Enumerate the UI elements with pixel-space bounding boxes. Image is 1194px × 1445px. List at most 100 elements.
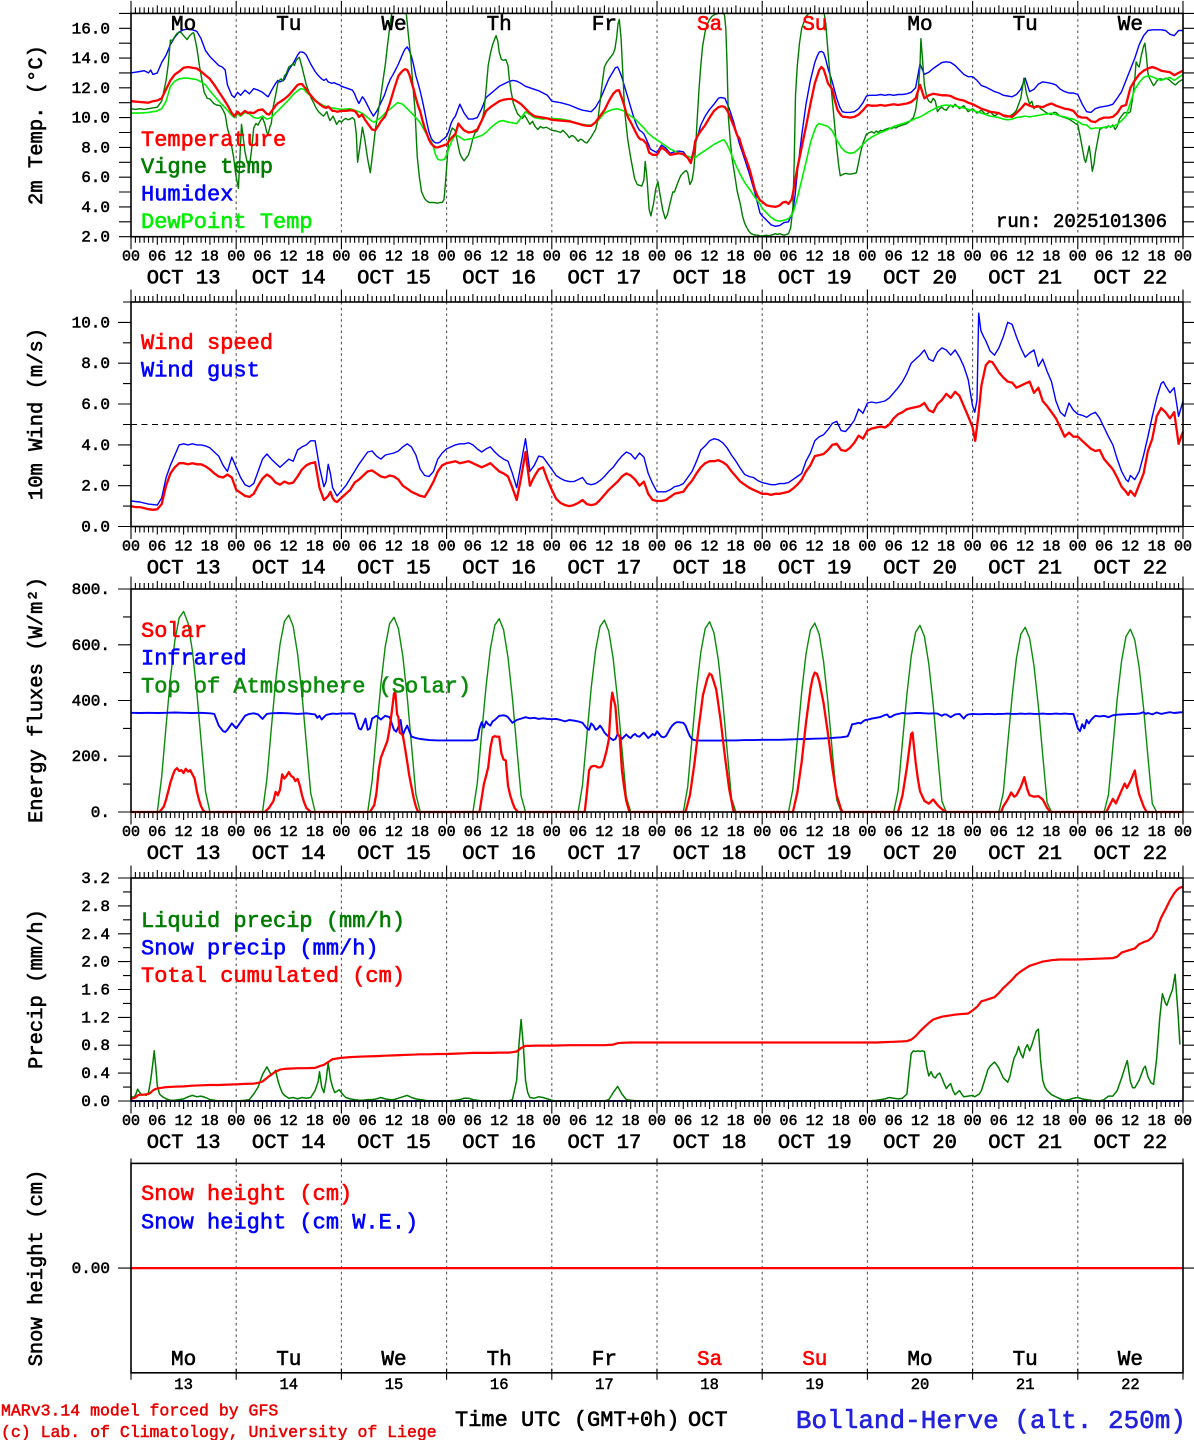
svg-text:00: 00 [1174, 1113, 1192, 1130]
svg-text:00: 00 [122, 249, 140, 266]
svg-text:12: 12 [385, 824, 403, 841]
svg-text:06: 06 [148, 1113, 166, 1130]
svg-text:18: 18 [727, 1113, 745, 1130]
svg-text:06: 06 [253, 249, 271, 266]
svg-text:18: 18 [832, 249, 850, 266]
svg-text:18: 18 [832, 1113, 850, 1130]
svg-text:We: We [1118, 1349, 1143, 1372]
svg-text:12: 12 [1121, 824, 1139, 841]
svg-text:12: 12 [490, 249, 508, 266]
svg-text:06: 06 [1095, 1113, 1113, 1130]
svg-text:00: 00 [438, 1113, 456, 1130]
svg-text:12: 12 [1016, 1113, 1034, 1130]
svg-text:06: 06 [1095, 249, 1113, 266]
svg-text:06: 06 [148, 249, 166, 266]
svg-text:Snow height (cm): Snow height (cm) [26, 1170, 49, 1367]
svg-text:00: 00 [438, 249, 456, 266]
svg-text:00: 00 [543, 539, 561, 556]
svg-text:06: 06 [990, 1113, 1008, 1130]
svg-text:12: 12 [1016, 539, 1034, 556]
svg-text:OCT 21: OCT 21 [988, 558, 1062, 581]
svg-text:18: 18 [622, 249, 640, 266]
svg-text:06: 06 [885, 1113, 903, 1130]
svg-text:14: 14 [279, 1376, 298, 1394]
svg-text:10m Wind (m/s): 10m Wind (m/s) [26, 328, 49, 500]
svg-text:00: 00 [332, 539, 350, 556]
svg-text:OCT 19: OCT 19 [778, 1132, 852, 1155]
svg-text:We: We [1118, 14, 1143, 37]
svg-text:06: 06 [464, 539, 482, 556]
svg-text:6.0: 6.0 [81, 169, 110, 187]
svg-text:OCT: OCT [688, 1408, 728, 1433]
svg-text:OCT 20: OCT 20 [883, 268, 957, 291]
svg-text:OCT 16: OCT 16 [462, 1132, 536, 1155]
svg-text:12: 12 [175, 824, 193, 841]
svg-text:06: 06 [569, 539, 587, 556]
svg-text:OCT 18: OCT 18 [673, 558, 747, 581]
svg-text:00: 00 [227, 249, 245, 266]
svg-text:12: 12 [911, 539, 929, 556]
svg-text:400.: 400. [72, 693, 110, 711]
svg-text:Liquid precip (mm/h): Liquid precip (mm/h) [141, 909, 405, 934]
svg-text:2.0: 2.0 [81, 954, 110, 972]
svg-text:00: 00 [648, 1113, 666, 1130]
svg-text:Humidex: Humidex [141, 183, 233, 208]
svg-text:12: 12 [595, 249, 613, 266]
svg-text:Vigne temp: Vigne temp [141, 155, 273, 180]
svg-text:21: 21 [1016, 1376, 1035, 1394]
svg-text:Snow precip (mm/h): Snow precip (mm/h) [141, 937, 379, 962]
svg-text:18: 18 [1148, 249, 1166, 266]
svg-text:00: 00 [964, 824, 982, 841]
svg-text:OCT 20: OCT 20 [883, 843, 957, 866]
svg-text:00: 00 [1069, 1113, 1087, 1130]
svg-text:OCT 22: OCT 22 [1093, 843, 1167, 866]
svg-text:06: 06 [569, 1113, 587, 1130]
svg-text:Snow height (cm W.E.): Snow height (cm W.E.) [141, 1211, 418, 1236]
svg-text:00: 00 [1174, 824, 1192, 841]
svg-text:12: 12 [280, 824, 298, 841]
svg-text:Top of Atmosphere (Solar): Top of Atmosphere (Solar) [141, 675, 471, 700]
svg-text:18: 18 [1042, 1113, 1060, 1130]
svg-text:06: 06 [569, 249, 587, 266]
svg-text:06: 06 [253, 539, 271, 556]
svg-text:12: 12 [1121, 539, 1139, 556]
svg-text:OCT 18: OCT 18 [673, 1132, 747, 1155]
svg-text:Th: Th [487, 1349, 512, 1372]
svg-text:OCT 20: OCT 20 [883, 1132, 957, 1155]
svg-text:OCT 16: OCT 16 [462, 268, 536, 291]
svg-text:12: 12 [490, 824, 508, 841]
svg-text:2.8: 2.8 [81, 898, 110, 916]
svg-text:06: 06 [990, 824, 1008, 841]
svg-text:12: 12 [175, 1113, 193, 1130]
svg-text:18: 18 [1148, 824, 1166, 841]
svg-text:18: 18 [832, 824, 850, 841]
svg-text:18: 18 [832, 539, 850, 556]
svg-text:06: 06 [674, 249, 692, 266]
svg-text:12: 12 [280, 1113, 298, 1130]
svg-text:00: 00 [122, 824, 140, 841]
svg-text:12: 12 [1016, 824, 1034, 841]
svg-text:800.: 800. [72, 581, 110, 599]
svg-text:06: 06 [885, 539, 903, 556]
svg-text:12: 12 [701, 539, 719, 556]
svg-text:DewPoint Temp: DewPoint Temp [141, 210, 313, 235]
svg-text:13: 13 [174, 1376, 193, 1394]
svg-text:06: 06 [464, 824, 482, 841]
svg-text:00: 00 [648, 824, 666, 841]
svg-text:OCT 19: OCT 19 [778, 843, 852, 866]
svg-text:06: 06 [569, 824, 587, 841]
svg-text:0.0: 0.0 [81, 519, 110, 537]
svg-text:00: 00 [858, 824, 876, 841]
svg-text:OCT 17: OCT 17 [567, 558, 641, 581]
svg-text:06: 06 [779, 539, 797, 556]
svg-text:00: 00 [122, 539, 140, 556]
svg-text:18: 18 [306, 824, 324, 841]
svg-text:Snow height (cm): Snow height (cm) [141, 1182, 352, 1207]
svg-text:OCT 18: OCT 18 [673, 268, 747, 291]
svg-text:12: 12 [385, 249, 403, 266]
svg-text:00: 00 [858, 1113, 876, 1130]
svg-text:12: 12 [911, 824, 929, 841]
svg-text:12.0: 12.0 [72, 80, 110, 98]
svg-text:OCT 15: OCT 15 [357, 558, 431, 581]
svg-text:Th: Th [487, 14, 512, 37]
